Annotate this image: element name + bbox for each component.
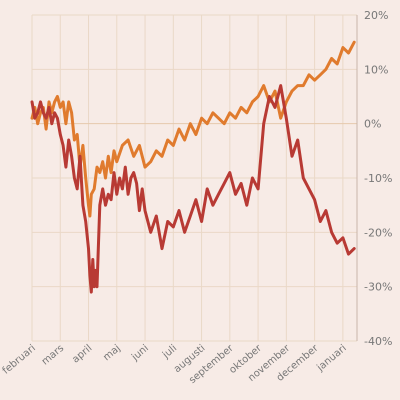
x-axis: februari mars april maj juni juliaugustisepte…: [1, 342, 349, 386]
x-tick-label: juli: [160, 343, 179, 362]
gridlines: [31, 14, 357, 342]
y-tick-label: -30%: [364, 281, 392, 294]
series-layer: [30, 40, 356, 294]
x-tick-label: januari: [314, 343, 348, 374]
y-axis: 20% 10% 0% -10% -20% -30% -40%: [356, 9, 392, 348]
x-tick-label: maj: [101, 343, 122, 363]
series-line-1: [30, 40, 356, 218]
series-line-2: [30, 84, 356, 294]
x-tick-label: februari: [1, 343, 38, 377]
y-tick-label: 10%: [364, 63, 388, 76]
y-tick-label: 0%: [364, 118, 381, 131]
y-tick-label: -20%: [364, 226, 392, 239]
y-tick-label: -10%: [364, 172, 392, 185]
x-tick-label: juni: [129, 343, 151, 364]
y-tick-label: 20%: [364, 9, 388, 22]
x-tick-label: mars: [40, 343, 66, 368]
y-tick-label: -40%: [364, 335, 392, 348]
x-tick-label: april: [70, 343, 94, 366]
